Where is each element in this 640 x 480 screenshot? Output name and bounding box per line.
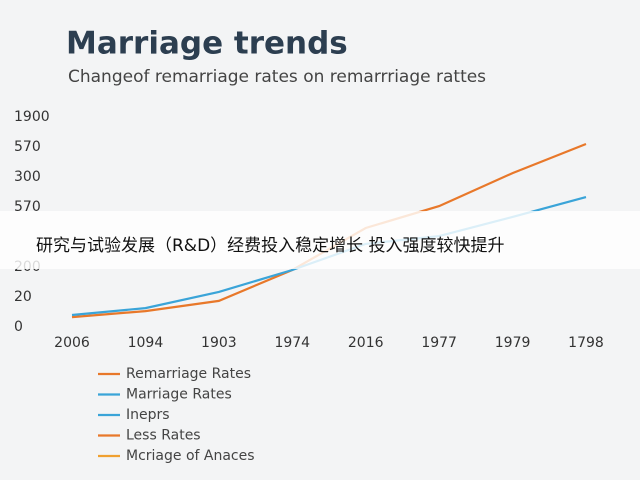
- legend-label: Mcriage of Anaces: [126, 448, 255, 464]
- y-tick-label: 20: [14, 289, 32, 305]
- legend-label: Marriage Rates: [126, 387, 232, 403]
- x-tick-label: 1979: [495, 335, 531, 351]
- x-tick-label: 1798: [568, 335, 604, 351]
- x-tick-label: 2016: [348, 335, 384, 351]
- x-tick-label: 2006: [54, 335, 90, 351]
- x-tick-label: 1977: [421, 335, 457, 351]
- y-tick-label: 1900: [14, 109, 50, 125]
- legend-label: Less Rates: [126, 428, 201, 444]
- x-tick-label: 1903: [201, 335, 237, 351]
- banner: [0, 211, 640, 269]
- legend-label: Ineprs: [126, 407, 170, 423]
- chart-title: Marriage trends: [66, 26, 348, 62]
- chart-subtitle: Changeof remarriage rates on remarrriage…: [68, 67, 486, 87]
- x-tick-label: 1974: [274, 335, 310, 351]
- x-tick-label: 1094: [128, 335, 164, 351]
- banner-text: 研究与试验发展（R&D）经费投入稳定增长 投入强度较快提升: [36, 236, 505, 256]
- y-tick-label: 570: [14, 139, 41, 155]
- y-tick-label: 0: [14, 319, 23, 335]
- legend-label: Remarriage Rates: [126, 366, 251, 382]
- y-tick-label: 300: [14, 169, 41, 185]
